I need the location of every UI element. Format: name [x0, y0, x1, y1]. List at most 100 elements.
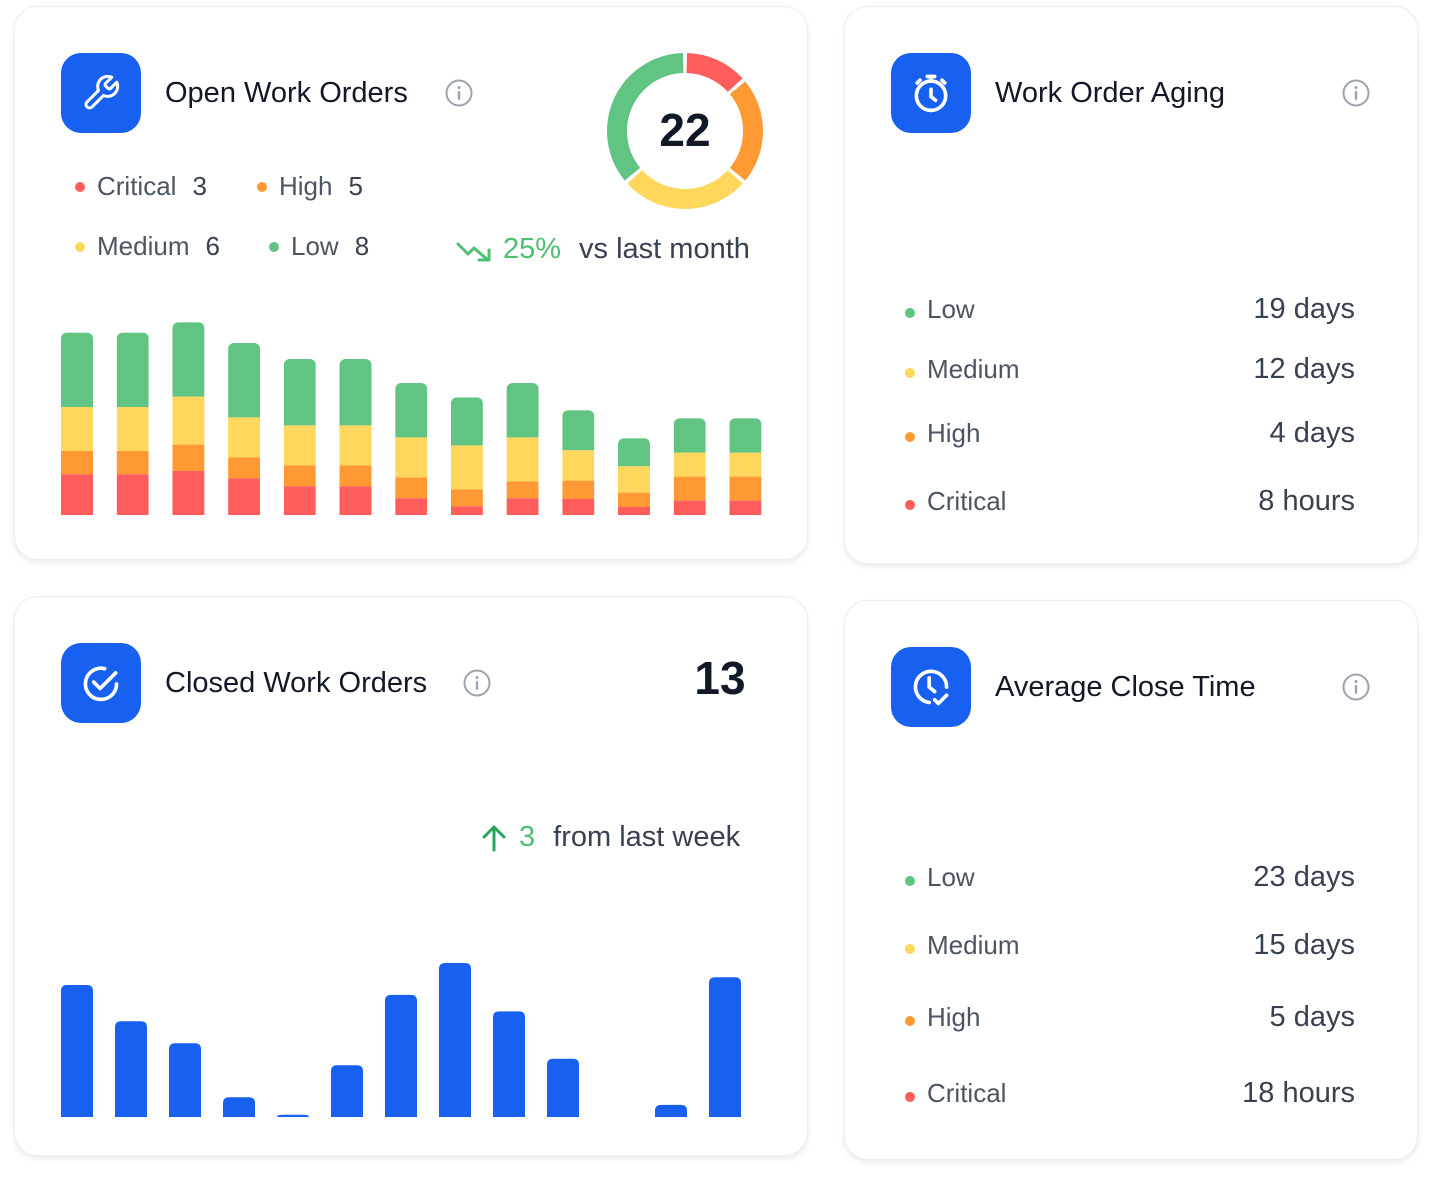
bar-segment-critical — [339, 486, 372, 515]
clock-check-icon — [891, 647, 971, 727]
info-icon[interactable] — [1342, 673, 1370, 701]
stacked-bar — [395, 383, 428, 515]
bar-segment-medium — [395, 437, 428, 478]
avg-row-low: Low 23 days — [905, 861, 1355, 894]
closed-bar — [115, 1021, 147, 1117]
bar-segment-high — [506, 481, 539, 499]
stacked-bar — [562, 410, 595, 515]
stacked-bar — [450, 397, 483, 515]
card-title: Work Order Aging — [995, 77, 1225, 109]
bar-segment-low — [172, 322, 205, 397]
bar-segment-low — [395, 383, 428, 438]
stacked-bar — [172, 322, 205, 515]
closed-bar — [223, 1097, 255, 1117]
donut-slice-low — [607, 53, 684, 181]
avg-row-critical: Critical 18 hours — [905, 1077, 1355, 1110]
closed-bar — [385, 994, 417, 1117]
average-close-time-card: Average Close Time Low 23 days Medium 15 d… — [844, 600, 1418, 1160]
info-icon[interactable] — [1342, 79, 1370, 107]
closed-work-orders-card: Closed Work Orders 13 3 from last week — [14, 596, 808, 1156]
priority-donut-chart — [607, 53, 763, 209]
bar-segment-medium — [228, 417, 261, 458]
check-circle-icon — [61, 643, 141, 723]
bar-segment-low — [450, 397, 483, 446]
stacked-bar — [116, 332, 149, 515]
bar-segment-low — [562, 410, 595, 451]
aging-row-medium: Medium 12 days — [905, 353, 1355, 386]
bar-segment-medium — [172, 396, 205, 445]
bar-segment-high — [228, 457, 261, 479]
bar-segment-low — [729, 418, 762, 453]
open-stacked-bar-chart — [61, 322, 762, 515]
open-total: 22 — [659, 104, 711, 156]
bar-segment-critical — [729, 500, 762, 515]
donut-slice-medium — [627, 169, 743, 209]
info-icon[interactable] — [445, 79, 473, 107]
stopwatch-icon — [891, 53, 971, 133]
bar-segment-high — [450, 489, 483, 507]
card-title: Open Work Orders — [165, 77, 408, 109]
bar-segment-critical — [450, 506, 483, 515]
donut-slice-critical — [686, 53, 743, 93]
stacked-bar — [61, 332, 93, 515]
open-work-orders-card: Open Work Orders Critical 3 High 5 Medium 6… — [14, 6, 808, 560]
bar-segment-critical — [395, 498, 428, 515]
arrow-up-icon — [482, 825, 506, 851]
stacked-bar — [283, 359, 316, 515]
closed-bar — [655, 1104, 687, 1117]
wrench-icon — [61, 53, 141, 133]
bar-segment-medium — [562, 450, 595, 481]
closed-bar — [331, 1065, 363, 1117]
bar-segment-medium — [116, 407, 149, 451]
trend: 25% vs last month — [455, 233, 750, 266]
bar-segment-low — [618, 438, 650, 467]
bar-segment-medium — [450, 445, 483, 490]
bar-segment-critical — [673, 500, 706, 515]
bar-segment-medium — [61, 407, 93, 451]
bar-segment-critical — [562, 499, 595, 515]
stacked-bar — [506, 383, 539, 515]
legend-low: Low 8 — [269, 231, 369, 262]
aging-row-low: Low 19 days — [905, 293, 1355, 326]
bar-segment-high — [116, 451, 149, 475]
bar-segment-medium — [283, 425, 316, 466]
donut-slice-high — [729, 81, 763, 181]
closed-bar — [709, 977, 741, 1117]
bar-segment-critical — [618, 507, 650, 515]
bar-segment-medium — [506, 437, 539, 482]
closed-bar-chart — [61, 963, 741, 1117]
bar-segment-low — [339, 359, 372, 426]
bar-segment-high — [339, 465, 372, 487]
bar-segment-high — [618, 492, 650, 507]
bar-segment-critical — [228, 478, 261, 515]
bar-segment-high — [172, 444, 205, 471]
closed-bar — [169, 1043, 201, 1117]
legend-medium: Medium 6 — [75, 231, 220, 262]
bar-segment-high — [283, 465, 316, 487]
card-title: Closed Work Orders — [165, 667, 428, 699]
closed-bar — [277, 1114, 309, 1117]
avg-row-high: High 5 days — [905, 1001, 1355, 1034]
aging-row-critical: Critical 8 hours — [905, 485, 1355, 518]
trend-down-icon — [456, 242, 491, 261]
bar-segment-medium — [618, 466, 650, 493]
work-order-aging-card: Work Order Aging Low 19 days Medium 12 day… — [844, 6, 1418, 564]
stacked-bar — [673, 418, 706, 515]
closed-bar — [61, 985, 93, 1117]
bar-segment-high — [729, 476, 762, 501]
stacked-bar — [339, 359, 372, 515]
closed-bar — [547, 1058, 579, 1117]
bar-segment-medium — [673, 452, 706, 477]
legend-high: High 5 — [257, 171, 363, 202]
bar-segment-low — [61, 332, 93, 407]
stacked-bar — [228, 343, 261, 515]
bar-segment-critical — [116, 474, 149, 515]
stacked-bar — [618, 438, 650, 515]
bar-segment-high — [395, 477, 428, 499]
legend-critical: Critical 3 — [75, 171, 207, 202]
aging-row-high: High 4 days — [905, 417, 1355, 450]
closed-bar — [439, 963, 471, 1117]
bar-segment-critical — [172, 471, 205, 515]
bar-segment-high — [61, 451, 93, 475]
info-icon[interactable] — [463, 669, 491, 697]
